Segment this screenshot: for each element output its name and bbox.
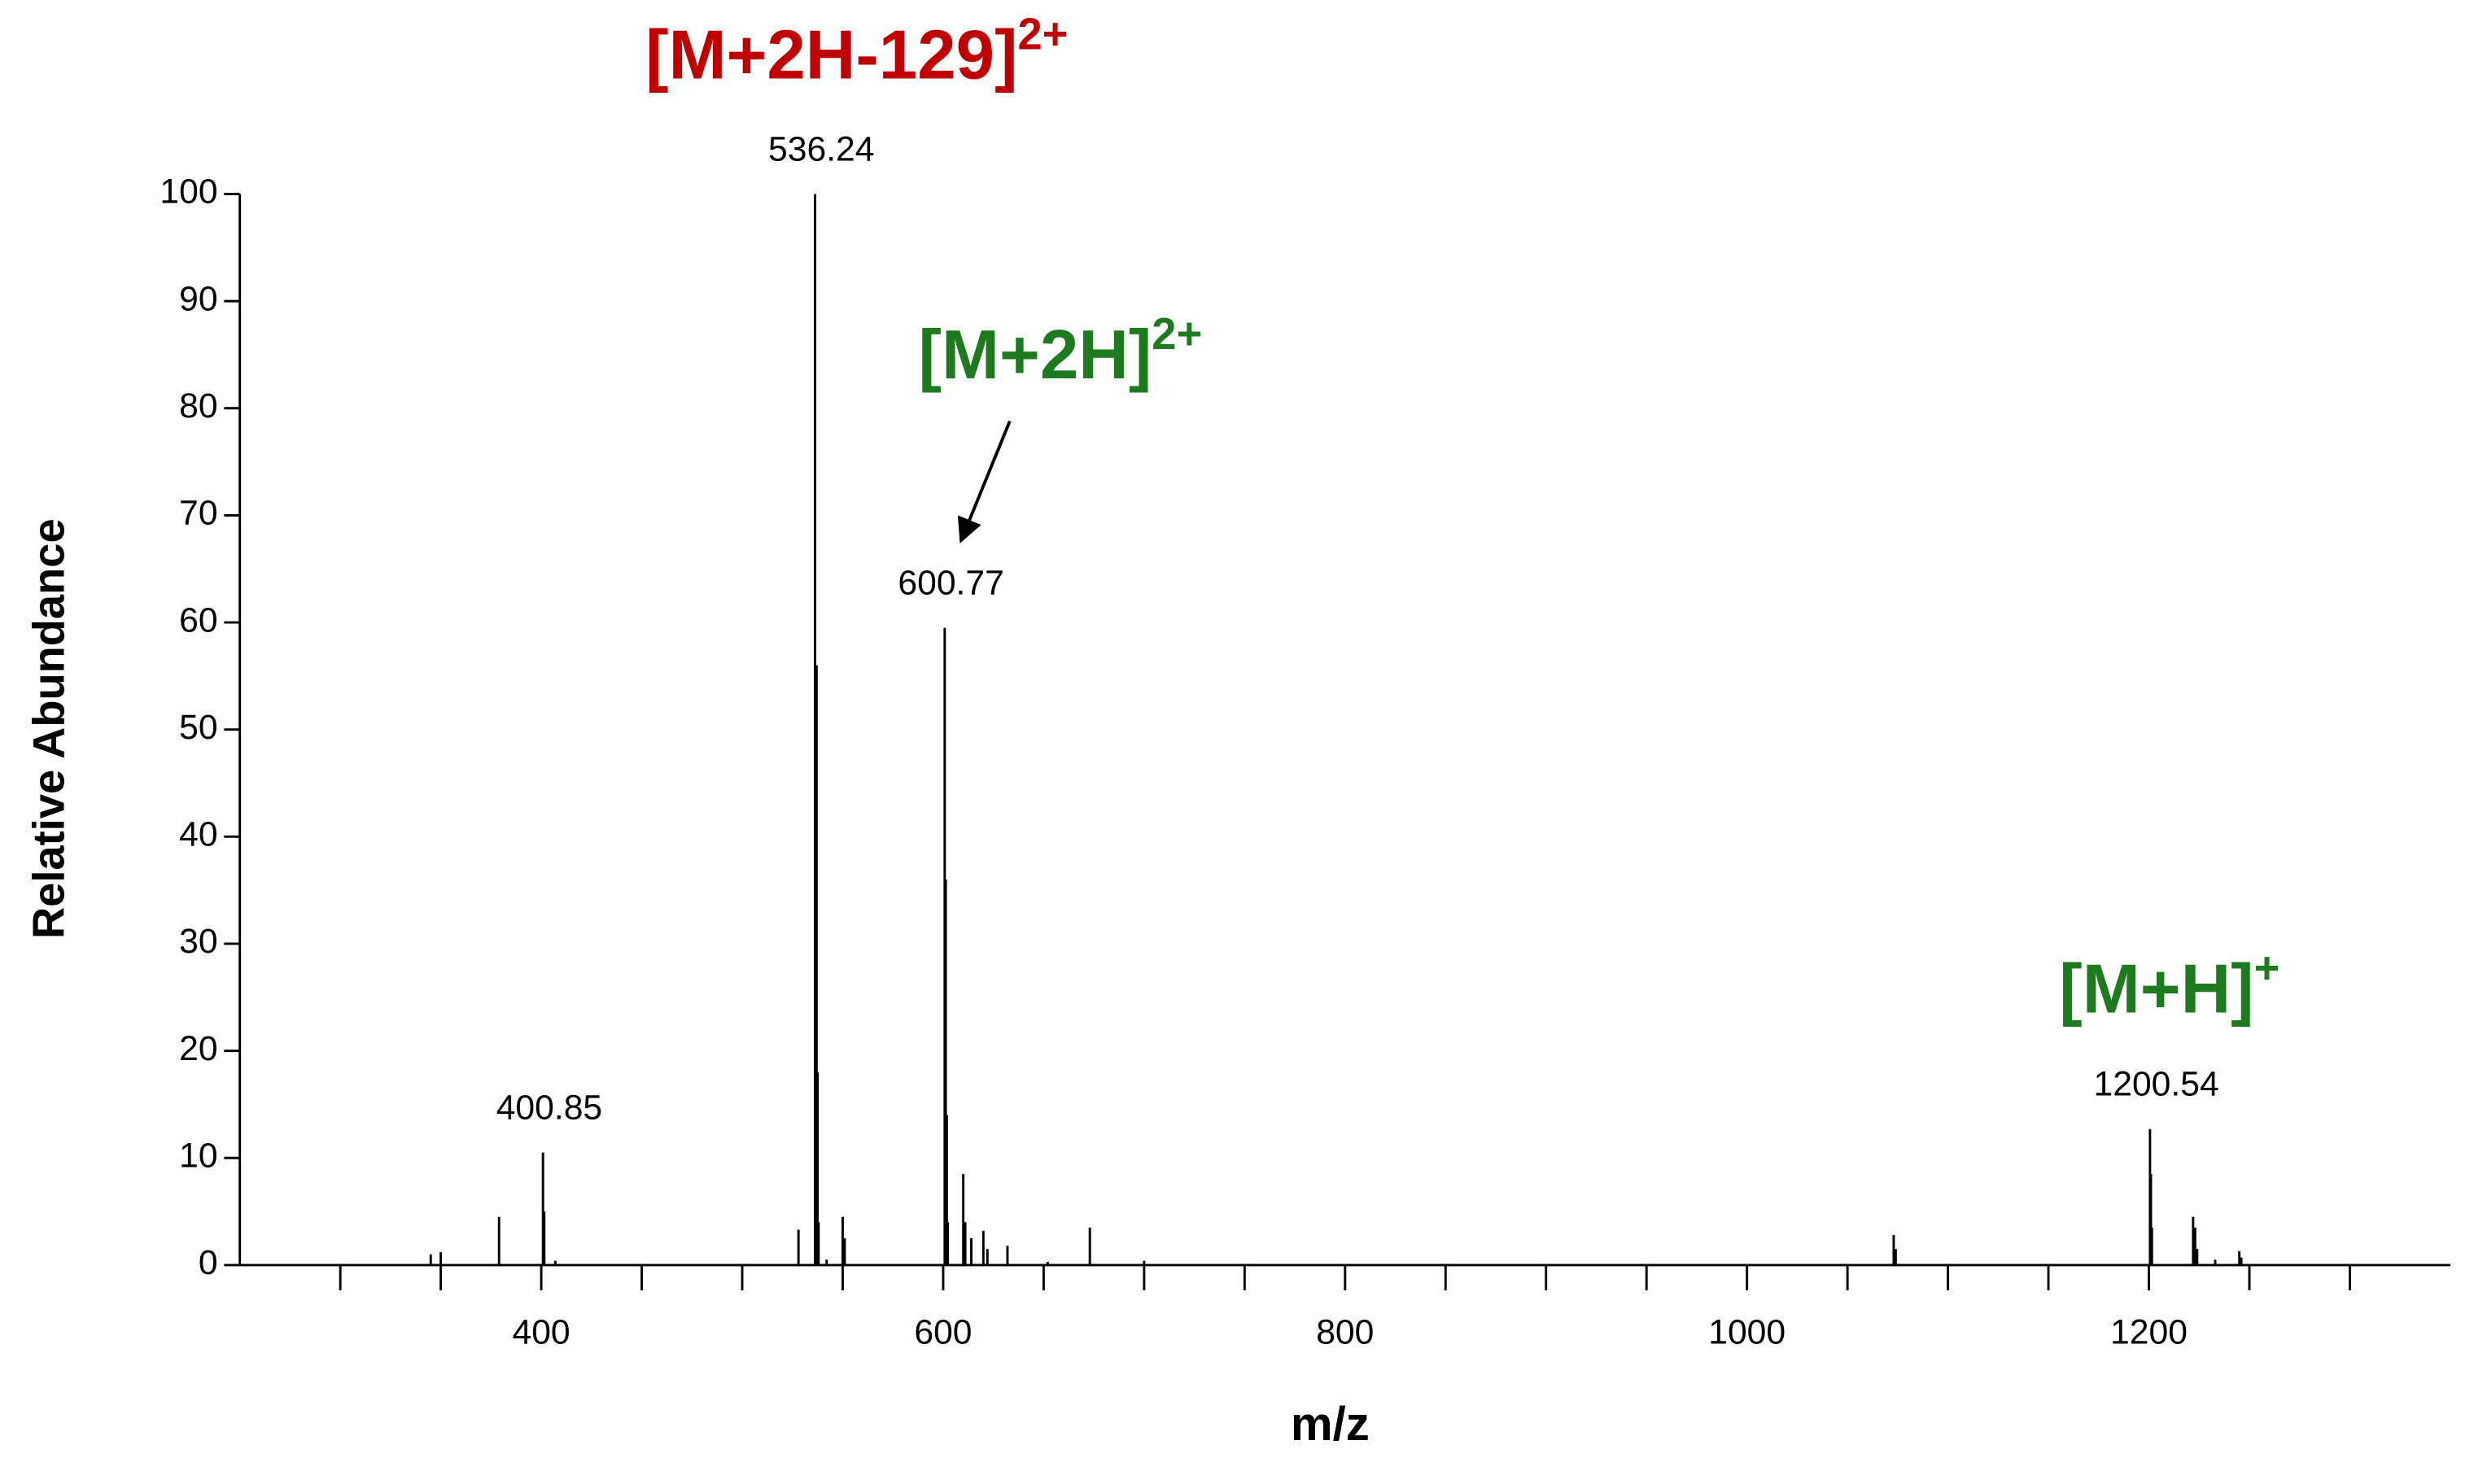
- y-tick-label: 50: [179, 708, 217, 747]
- ion-formula: [M+H]: [2059, 950, 2253, 1028]
- y-tick-label: 100: [160, 172, 217, 212]
- peak-label: 536.24: [768, 129, 874, 168]
- ion-formula: [M+2H-129]: [645, 16, 1017, 94]
- ion-annotation: [M+H]+: [2059, 944, 2279, 1028]
- x-tick-label: 1200: [2110, 1312, 2188, 1351]
- peak-label: 400.85: [496, 1089, 602, 1128]
- x-tick-label: 1000: [1708, 1312, 1786, 1351]
- y-tick-label: 80: [179, 386, 217, 426]
- y-axis-label: Relative Abundance: [24, 518, 73, 939]
- ion-annotation: [M+2H-129]2+: [645, 10, 1068, 94]
- ion-charge: +: [2254, 944, 2280, 993]
- x-tick-label: 800: [1316, 1312, 1374, 1351]
- peak-label: 1200.54: [2094, 1065, 2219, 1104]
- x-tick-label: 600: [914, 1312, 972, 1351]
- y-tick-label: 60: [179, 600, 217, 639]
- y-tick-label: 40: [179, 815, 217, 854]
- y-tick-label: 20: [179, 1029, 217, 1068]
- ion-charge: 2+: [1152, 309, 1202, 359]
- arrow: [957, 420, 1012, 543]
- y-tick-label: 70: [179, 494, 217, 533]
- ion-formula: [M+2H]: [919, 316, 1152, 394]
- ion-annotation: [M+2H]2+: [919, 309, 1203, 393]
- y-tick-label: 0: [199, 1243, 218, 1282]
- ion-charge: 2+: [1018, 10, 1069, 59]
- y-tick-label: 10: [179, 1137, 217, 1176]
- x-tick-label: 400: [513, 1312, 570, 1351]
- peak-label: 600.77: [898, 564, 1003, 603]
- y-tick-label: 30: [179, 922, 217, 961]
- y-tick-label: 90: [179, 279, 217, 318]
- x-axis-label: m/z: [1291, 1398, 1370, 1451]
